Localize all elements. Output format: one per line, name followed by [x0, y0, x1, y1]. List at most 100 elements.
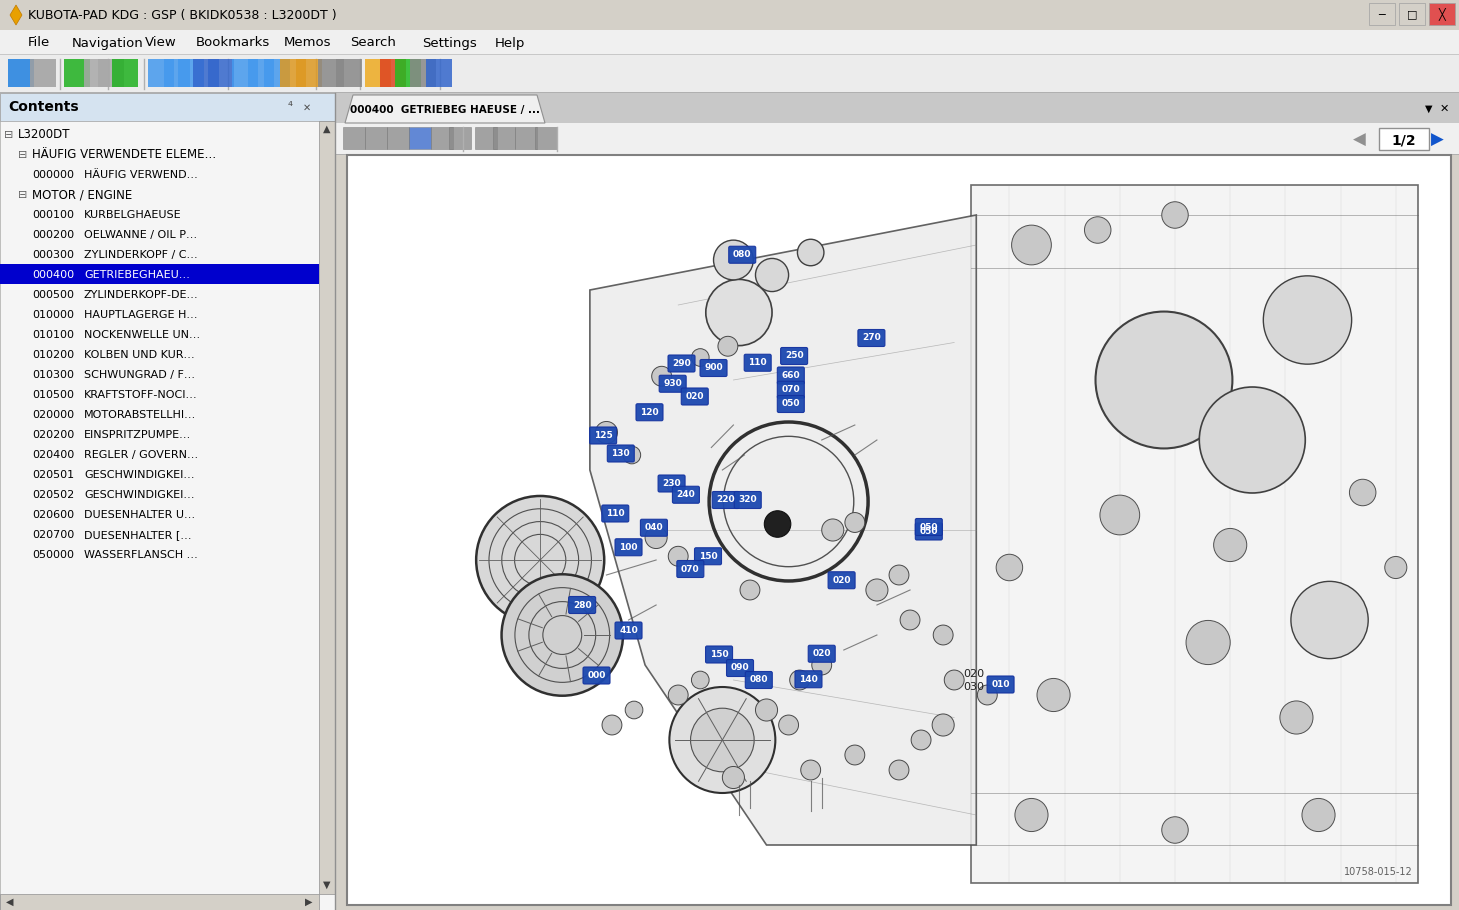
Circle shape — [821, 519, 843, 541]
Circle shape — [706, 279, 772, 346]
Text: 130: 130 — [611, 449, 630, 458]
Text: NOCKENWELLE UN…: NOCKENWELLE UN… — [85, 330, 200, 340]
Circle shape — [900, 610, 921, 630]
Text: ZYLINDERKOPF-DE…: ZYLINDERKOPF-DE… — [85, 290, 198, 300]
FancyBboxPatch shape — [795, 671, 821, 688]
Bar — [476, 127, 498, 149]
Text: ◀: ◀ — [6, 897, 13, 907]
Bar — [426, 59, 452, 87]
Bar — [318, 59, 344, 87]
Bar — [0, 30, 1459, 55]
Bar — [85, 59, 109, 87]
Bar — [320, 121, 336, 894]
Text: DUESENHALTER U…: DUESENHALTER U… — [85, 510, 196, 520]
Text: 050000: 050000 — [32, 550, 74, 560]
Text: 290: 290 — [673, 359, 692, 368]
Bar — [493, 127, 515, 149]
FancyBboxPatch shape — [728, 247, 756, 263]
Text: 140: 140 — [800, 674, 818, 683]
Bar — [112, 59, 139, 87]
Text: 000300: 000300 — [32, 250, 74, 260]
Text: 020: 020 — [813, 649, 832, 658]
Text: KOLBEN UND KUR…: KOLBEN UND KUR… — [85, 350, 194, 360]
Bar — [395, 59, 422, 87]
Bar — [0, 92, 1459, 93]
Text: File: File — [28, 36, 50, 49]
Text: GESCHWINDIGKEI…: GESCHWINDIGKEI… — [85, 490, 194, 500]
Circle shape — [1186, 621, 1230, 664]
FancyBboxPatch shape — [988, 676, 1014, 693]
FancyBboxPatch shape — [700, 359, 727, 377]
Circle shape — [789, 670, 810, 690]
Text: 150: 150 — [699, 551, 718, 561]
Circle shape — [889, 565, 909, 585]
Bar — [264, 59, 290, 87]
Text: ⊟: ⊟ — [4, 130, 13, 140]
Circle shape — [690, 708, 754, 772]
Bar — [193, 59, 219, 87]
FancyBboxPatch shape — [673, 486, 699, 503]
Text: 020600: 020600 — [32, 510, 74, 520]
Text: 050: 050 — [782, 399, 800, 409]
Text: ▶: ▶ — [305, 897, 312, 907]
Circle shape — [502, 574, 623, 696]
Text: 080: 080 — [732, 250, 751, 259]
Bar — [336, 123, 1459, 155]
Bar — [336, 59, 362, 87]
FancyBboxPatch shape — [808, 645, 835, 662]
FancyBboxPatch shape — [778, 381, 804, 399]
Circle shape — [1015, 798, 1048, 832]
Text: 150: 150 — [709, 650, 728, 659]
FancyBboxPatch shape — [734, 491, 762, 509]
Text: Contents: Contents — [7, 100, 79, 114]
Text: View: View — [144, 36, 177, 49]
Text: 930: 930 — [664, 379, 681, 389]
Circle shape — [1161, 202, 1188, 228]
Text: 020000: 020000 — [32, 410, 74, 420]
FancyBboxPatch shape — [746, 672, 772, 689]
Circle shape — [740, 580, 760, 600]
Circle shape — [692, 672, 709, 689]
Text: 000400: 000400 — [32, 270, 74, 280]
Text: 080: 080 — [750, 675, 767, 684]
Text: 110: 110 — [748, 359, 767, 368]
Circle shape — [801, 760, 820, 780]
FancyBboxPatch shape — [712, 491, 740, 509]
Text: 100: 100 — [619, 542, 638, 551]
Circle shape — [1161, 817, 1188, 844]
Circle shape — [595, 421, 617, 443]
Bar — [0, 894, 320, 910]
FancyBboxPatch shape — [607, 445, 635, 462]
Text: 000200: 000200 — [32, 230, 74, 240]
Text: 280: 280 — [573, 601, 591, 610]
Text: 010100: 010100 — [32, 330, 74, 340]
Circle shape — [978, 685, 998, 705]
Text: Search: Search — [350, 36, 395, 49]
Bar — [336, 154, 1459, 155]
Text: ⁴: ⁴ — [287, 100, 292, 114]
Text: 010500: 010500 — [32, 390, 74, 400]
Bar — [379, 59, 406, 87]
Circle shape — [626, 702, 643, 719]
Text: 230: 230 — [662, 479, 681, 488]
Circle shape — [765, 511, 791, 537]
Text: ✕: ✕ — [1440, 104, 1449, 114]
FancyBboxPatch shape — [694, 548, 722, 565]
Bar — [410, 59, 436, 87]
Text: ▼: ▼ — [1425, 104, 1433, 114]
Circle shape — [845, 745, 865, 765]
Bar — [209, 59, 233, 87]
Circle shape — [713, 240, 753, 280]
Text: 020502: 020502 — [32, 490, 74, 500]
Bar — [535, 127, 557, 149]
Bar — [1369, 3, 1395, 25]
Text: HAUPTLAGERGE H…: HAUPTLAGERGE H… — [85, 310, 197, 320]
Bar — [1379, 128, 1428, 150]
Bar — [409, 127, 430, 149]
Circle shape — [1291, 581, 1369, 659]
Text: Bookmarks: Bookmarks — [196, 36, 270, 49]
Text: KURBELGHAEUSE: KURBELGHAEUSE — [85, 210, 181, 220]
Text: ▶: ▶ — [1431, 131, 1443, 149]
Circle shape — [1011, 225, 1052, 265]
FancyBboxPatch shape — [658, 475, 686, 492]
